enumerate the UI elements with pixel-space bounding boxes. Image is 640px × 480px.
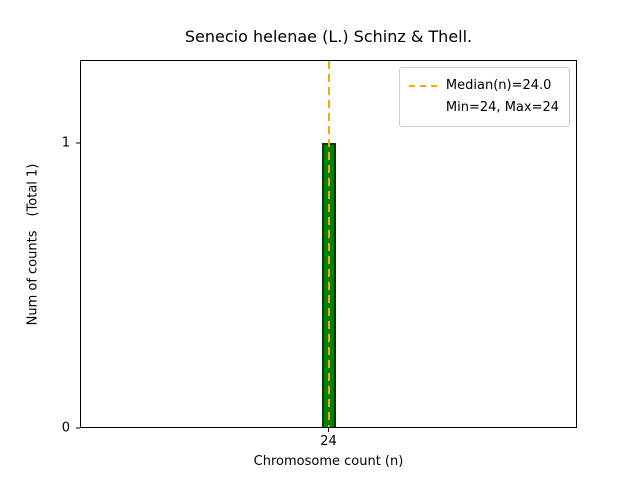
legend-empty-handle — [409, 107, 437, 109]
y-tick-group: 1 — [0, 135, 80, 150]
chart-title: Senecio helenae (L.) Schinz & Thell. — [184, 27, 473, 46]
dashed-line-sample-icon — [408, 85, 437, 87]
plot-area: Median(n)=24.0 Min=24, Max=24 — [80, 60, 577, 428]
legend-label-minmax: Min=24, Max=24 — [445, 100, 559, 115]
y-tick-group: 0 — [0, 421, 80, 436]
legend-row-minmax: Min=24, Max=24 — [409, 97, 559, 119]
y-tick-label: 0 — [61, 420, 70, 436]
median-line — [327, 61, 330, 427]
x-axis-label: Chromosome count (n) — [253, 454, 404, 469]
x-tick-label: 24 — [320, 434, 337, 449]
y-tick-mark — [76, 142, 80, 144]
y-axis: 0 1 — [0, 60, 80, 436]
y-tick-label: 1 — [61, 135, 70, 151]
legend-label-median: Median(n)=24.0 — [445, 78, 552, 93]
x-tick-mark — [327, 428, 329, 432]
y-tick-mark — [76, 427, 80, 429]
legend-row-median: Median(n)=24.0 — [408, 75, 559, 97]
legend: Median(n)=24.0 Min=24, Max=24 — [398, 67, 570, 127]
